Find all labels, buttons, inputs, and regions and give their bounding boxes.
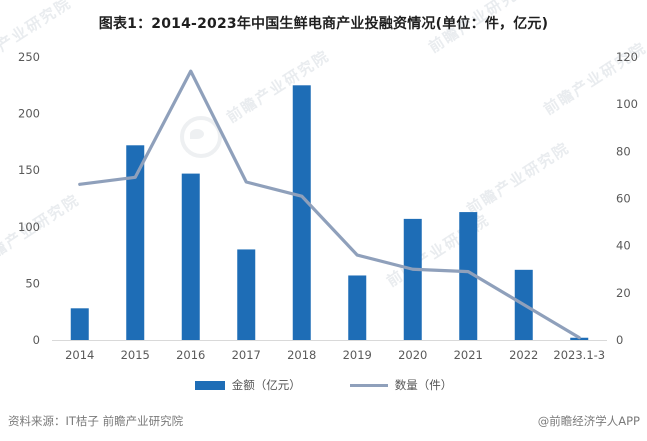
- x-axis-label-2020: 2020: [398, 348, 427, 362]
- bar-2014: [70, 308, 89, 340]
- left-axis-tick: 200: [18, 107, 40, 121]
- x-axis-label-2014: 2014: [65, 348, 94, 362]
- data-source-note: 资料来源：IT桔子 前瞻产业研究院: [8, 414, 184, 428]
- x-axis-label-2018: 2018: [287, 348, 316, 362]
- right-axis-tick: 0: [616, 333, 623, 347]
- left-axis-tick: 50: [25, 276, 40, 290]
- right-axis-tick: 120: [616, 50, 638, 64]
- bar-2021: [459, 212, 478, 340]
- bar-2019: [348, 275, 367, 340]
- x-axis-label-2015: 2015: [121, 348, 150, 362]
- x-axis-label-2019: 2019: [343, 348, 372, 362]
- x-axis-label-2021: 2021: [454, 348, 483, 362]
- count-line: [78, 69, 581, 340]
- right-axis-tick: 20: [616, 286, 631, 300]
- bar-2020: [403, 218, 422, 340]
- right-axis-tick: 60: [616, 192, 631, 206]
- legend-amount-swatch-icon: [194, 380, 225, 390]
- chart-title: 图表1：2014-2023年中国生鲜电商产业投融资情况(单位：件，亿元): [98, 16, 549, 32]
- credit-note: @前瞻经济学人APP: [537, 414, 640, 428]
- left-axis-tick: 100: [18, 220, 40, 234]
- left-axis-tick: 250: [18, 50, 40, 64]
- right-axis-tick: 40: [616, 239, 631, 253]
- bar-2016: [181, 173, 200, 340]
- x-axis-label-2016: 2016: [176, 348, 205, 362]
- bar-2018: [292, 85, 311, 340]
- x-axis-label-2023.1-3: 2023.1-3: [553, 348, 605, 362]
- legend-amount-label: 金额（亿元）: [231, 378, 301, 392]
- right-axis-tick: 100: [616, 97, 638, 111]
- left-axis-tick: 0: [33, 333, 40, 347]
- x-axis-label-2017: 2017: [232, 348, 261, 362]
- x-axis-label-2022: 2022: [509, 348, 538, 362]
- right-axis-tick: 80: [616, 144, 631, 158]
- bar-2015: [126, 145, 145, 340]
- legend-count-label: 数量（件）: [394, 378, 453, 392]
- chart-legend: 金额（亿元） 数量（件）: [0, 377, 647, 393]
- left-axis-tick: 150: [18, 163, 40, 177]
- bar-2017: [237, 249, 256, 340]
- legend-count-swatch-icon: [349, 383, 388, 387]
